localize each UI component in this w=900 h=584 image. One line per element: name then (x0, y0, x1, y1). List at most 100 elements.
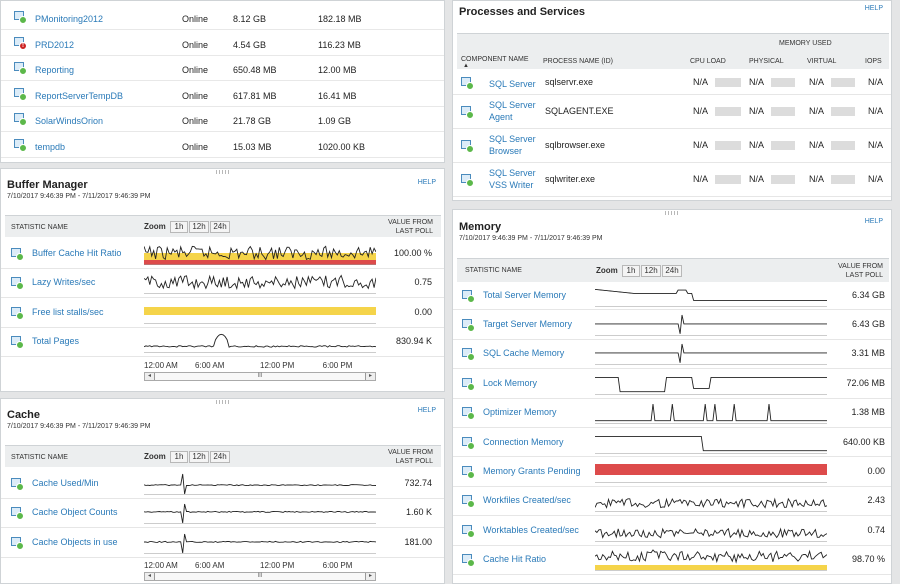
zoom-12h-button[interactable]: 12h (189, 221, 209, 233)
sparkline-chart[interactable] (144, 502, 376, 524)
sparkline-chart[interactable] (595, 520, 827, 542)
statistic-row[interactable]: Cache Object Counts 1.60 K (1, 499, 444, 528)
sparkline-chart[interactable] (144, 243, 376, 265)
statistic-row[interactable]: Total Pages 830.94 K (1, 328, 444, 357)
component-name-suffix[interactable]: Agent (489, 112, 513, 122)
component-name-link[interactable]: SQL Server Browser (489, 133, 536, 157)
scroll-thumb[interactable]: III (154, 373, 366, 380)
statistic-name-link[interactable]: Cache Used/Min (32, 477, 99, 488)
sparkline-chart[interactable] (595, 549, 827, 572)
database-row[interactable]: ! PRD2012 Online 4.54 GB 116.23 MB (1, 31, 444, 56)
drag-handle[interactable] (665, 211, 679, 215)
zoom-12h-button[interactable]: 12h (641, 265, 661, 277)
database-name-link[interactable]: PRD2012 (35, 39, 75, 50)
statistic-row[interactable]: Connection Memory 640.00 KB (453, 428, 891, 458)
statistic-name-link[interactable]: Cache Hit Ratio (483, 554, 547, 565)
process-row[interactable]: SQL Server Browser sqlbrowser.exe N/A N/A N/A… (453, 129, 891, 163)
component-name-link[interactable]: SQL Server VSS Writer (489, 167, 536, 191)
scroll-right-icon[interactable]: ▸ (368, 573, 372, 579)
statistic-name-link[interactable]: Cache Object Counts (32, 507, 118, 518)
statistic-name-link[interactable]: Lock Memory (483, 377, 538, 388)
database-name-link[interactable]: ReportServerTempDB (35, 90, 124, 101)
statistic-name-link[interactable]: Buffer Cache Hit Ratio (32, 247, 122, 258)
sparkline-chart[interactable] (595, 314, 827, 336)
statistic-name-link[interactable]: Free list stalls/sec (32, 306, 104, 317)
sort-asc-icon[interactable]: ▲ (463, 63, 469, 69)
component-name[interactable]: SQL Server (489, 79, 536, 89)
scroll-right-icon[interactable]: ▸ (368, 373, 372, 379)
component-name-link[interactable]: SQL Server Agent (489, 99, 536, 123)
database-row[interactable]: ReportServerTempDB Online 617.81 MB 16.41 M… (1, 82, 444, 107)
statistic-row[interactable]: Lock Memory 72.06 MB (453, 369, 891, 399)
database-name-link[interactable]: tempdb (35, 141, 66, 152)
statistic-name-link[interactable]: Total Server Memory (483, 289, 567, 300)
help-link[interactable]: HELP (417, 179, 436, 186)
database-name-link[interactable]: PMonitoring2012 (35, 14, 104, 24)
sparkline-chart[interactable] (144, 302, 376, 324)
zoom-24h-button[interactable]: 24h (210, 451, 230, 463)
scroll-left-icon[interactable]: ◂ (147, 573, 151, 579)
statistic-row[interactable]: SQL Cache Memory 3.31 MB (453, 340, 891, 370)
sparkline-chart[interactable] (144, 331, 376, 353)
sparkline-chart[interactable] (144, 473, 376, 495)
statistic-row[interactable]: Cache Used/Min 732.74 (1, 469, 444, 499)
statistic-name-link[interactable]: Total Pages (32, 336, 80, 347)
statistic-row[interactable]: Worktables Created/sec 0.74 (453, 516, 891, 546)
process-row[interactable]: SQL Server VSS Writer sqlwriter.exe N/A N/A N… (453, 163, 891, 197)
statistic-row[interactable]: Cache Hit Ratio 98.70 % (453, 546, 891, 575)
sparkline-chart[interactable] (595, 432, 827, 454)
statistic-name-link[interactable]: Optimizer Memory (483, 407, 557, 418)
statistic-row[interactable]: Lazy Writes/sec 0.75 (1, 269, 444, 298)
zoom-1h-button[interactable]: 1h (170, 451, 188, 463)
statistic-row[interactable]: Total Server Memory 6.34 GB (453, 281, 891, 311)
scroll-left-icon[interactable]: ◂ (147, 373, 151, 379)
process-row[interactable]: SQL Server sqlservr.exe N/A N/A N/A N/A (453, 71, 891, 95)
statistic-row[interactable]: Memory Grants Pending 0.00 (453, 457, 891, 487)
zoom-24h-button[interactable]: 24h (210, 221, 230, 233)
time-range-scrollbar[interactable]: ◂ III ▸ (144, 372, 376, 381)
database-name-link[interactable]: Reporting (35, 65, 75, 75)
database-row[interactable]: SolarWindsOrion Online 21.78 GB 1.09 GB (1, 107, 444, 132)
sparkline-chart[interactable] (595, 285, 827, 307)
database-name-link[interactable]: SolarWindsOrion (35, 116, 104, 126)
help-link[interactable]: HELP (864, 5, 883, 12)
database-row[interactable]: PMonitoring2012 Online 8.12 GB 182.18 MB (1, 5, 444, 30)
component-name-suffix[interactable]: Browser (489, 146, 523, 156)
statistic-row[interactable]: Free list stalls/sec 0.00 (1, 298, 444, 328)
zoom-12h-button[interactable]: 12h (189, 451, 209, 463)
drag-handle[interactable] (215, 400, 230, 404)
zoom-24h-button[interactable]: 24h (662, 265, 682, 277)
component-name-link[interactable]: SQL Server (489, 78, 536, 90)
component-name-suffix[interactable]: VSS Writer (489, 180, 534, 190)
zoom-1h-button[interactable]: 1h (170, 221, 188, 233)
component-name[interactable]: SQL Server (489, 100, 536, 110)
statistic-name-link[interactable]: SQL Cache Memory (483, 348, 565, 359)
sparkline-chart[interactable] (595, 373, 827, 395)
sparkline-chart[interactable] (144, 272, 376, 294)
statistic-name-link[interactable]: Workfiles Created/sec (483, 495, 571, 506)
statistic-name-link[interactable]: Target Server Memory (483, 319, 573, 330)
col-component-name[interactable]: COMPONENT NAME (461, 56, 529, 63)
statistic-name-link[interactable]: Memory Grants Pending (483, 466, 581, 477)
database-row[interactable]: tempdb Online 15.03 MB 1020.00 KB (1, 133, 444, 158)
help-link[interactable]: HELP (417, 407, 436, 414)
statistic-row[interactable]: Workfiles Created/sec 2.43 (453, 487, 891, 517)
database-row[interactable]: Reporting Online 650.48 MB 12.00 MB (1, 56, 444, 81)
drag-handle[interactable] (215, 170, 230, 174)
component-name[interactable]: SQL Server (489, 134, 536, 144)
statistic-name-link[interactable]: Cache Objects in use (32, 536, 118, 547)
zoom-1h-button[interactable]: 1h (622, 265, 640, 277)
statistic-name-link[interactable]: Worktables Created/sec (483, 524, 579, 535)
scroll-thumb[interactable]: III (154, 573, 366, 580)
statistic-row[interactable]: Cache Objects in use 181.00 (1, 528, 444, 558)
statistic-name-link[interactable]: Lazy Writes/sec (32, 277, 96, 288)
sparkline-chart[interactable] (595, 490, 827, 513)
sparkline-chart[interactable] (595, 343, 827, 366)
component-name[interactable]: SQL Server (489, 168, 536, 178)
sparkline-chart[interactable] (144, 532, 376, 554)
statistic-row[interactable]: Buffer Cache Hit Ratio 100.00 % (1, 239, 444, 269)
statistic-name-link[interactable]: Connection Memory (483, 436, 564, 447)
time-range-scrollbar[interactable]: ◂ III ▸ (144, 572, 376, 581)
statistic-row[interactable]: Optimizer Memory 1.38 MB (453, 399, 891, 428)
statistic-row[interactable]: Target Server Memory 6.43 GB (453, 310, 891, 340)
